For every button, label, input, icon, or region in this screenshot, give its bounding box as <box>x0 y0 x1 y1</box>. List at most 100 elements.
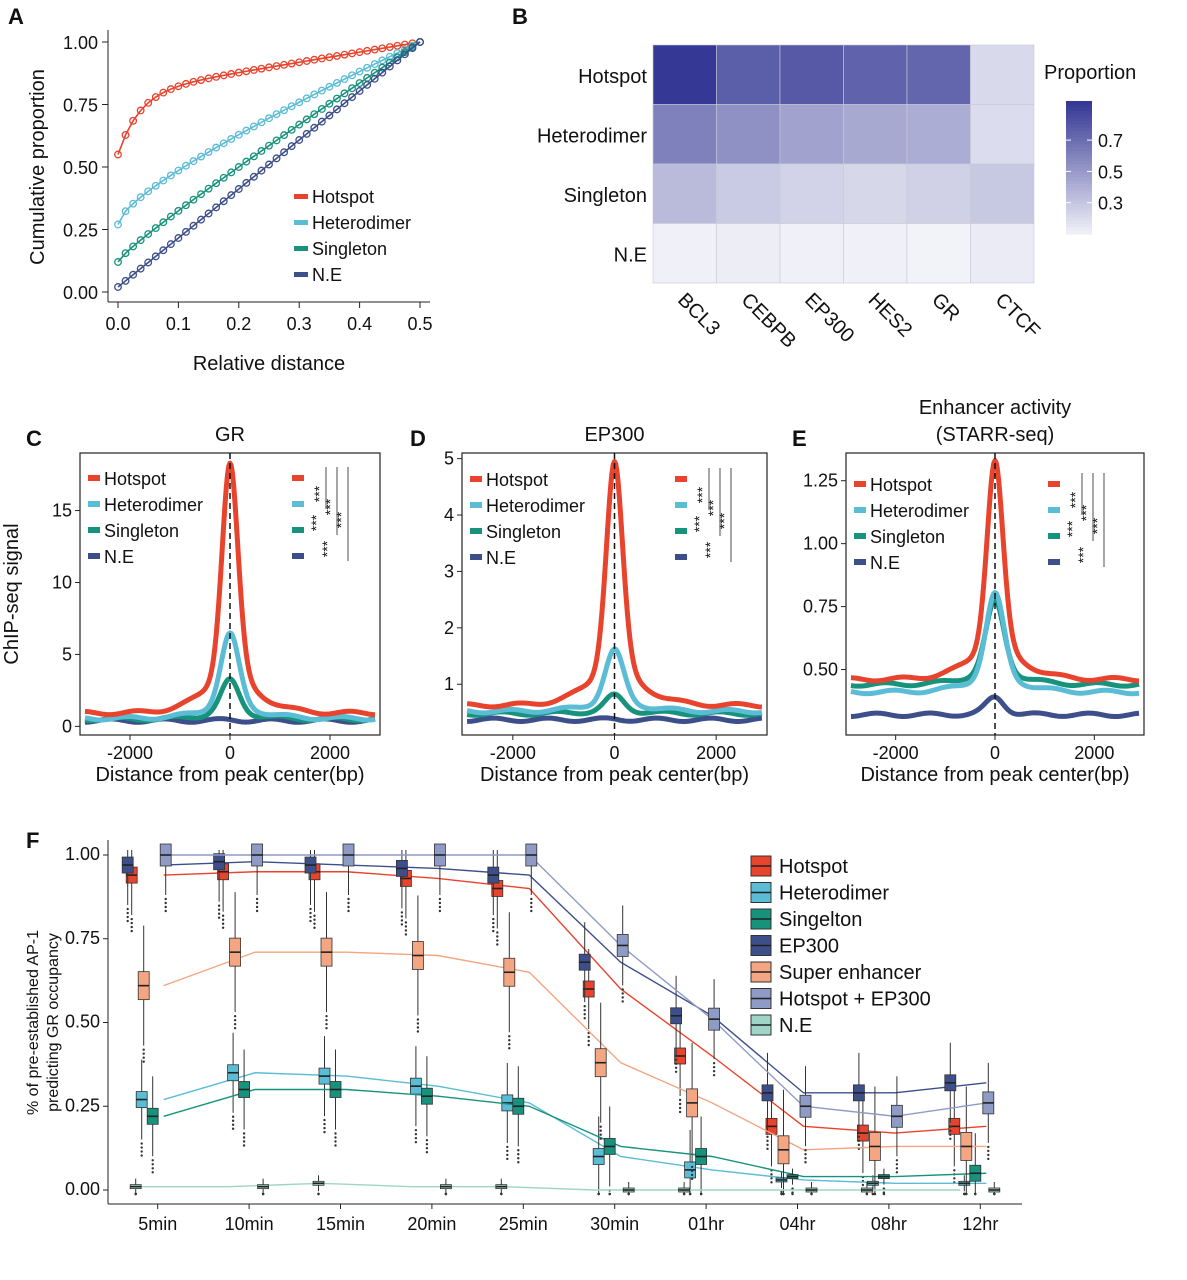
x-tick-label: 12hr <box>962 1214 998 1234</box>
row-label-n-e: N.E <box>614 244 647 266</box>
outlier-point <box>404 925 408 928</box>
outlier-point <box>791 1192 794 1196</box>
series-point-n-e <box>378 68 387 77</box>
outlier-point <box>309 907 312 911</box>
outlier-point <box>444 1192 448 1196</box>
y-tick-label: 0.25 <box>63 221 98 241</box>
outlier-point <box>963 1192 966 1196</box>
series-point-singleton <box>166 212 175 221</box>
heatmap-cell-heterodimer-gr <box>906 104 971 165</box>
x-tick-label: 0.2 <box>226 314 251 334</box>
heatmap-cell-heterodimer-ep300 <box>779 104 844 165</box>
y-tick-label: 0.00 <box>65 1179 100 1199</box>
sig-swatch-singleton <box>675 528 687 534</box>
series-point-hotspot <box>348 49 356 58</box>
outlier-point <box>492 929 495 933</box>
series-point-heterodimer <box>204 148 213 156</box>
significance-stars: *** <box>1064 520 1080 537</box>
legend-label-hotspot: Hotspot <box>486 470 548 490</box>
legend-label-n-e: N.E <box>870 553 900 573</box>
outlier-point <box>334 1136 337 1139</box>
series-point-singleton <box>348 84 356 93</box>
x-tick-label: 08hr <box>871 1214 907 1234</box>
legend-label-n-e: N.E <box>486 548 516 568</box>
series-point-singleton <box>174 206 183 215</box>
y-tick-label: 1 <box>444 674 454 694</box>
legend-gradient-step <box>1066 187 1092 192</box>
series-point-heterodimer <box>348 71 356 80</box>
legend-label-hotspot: Hotspot <box>312 187 374 207</box>
heatmap-cell-n-e-ep300 <box>779 223 844 284</box>
outlier-point <box>492 917 495 921</box>
outlier-point <box>712 1069 716 1073</box>
outlier-point <box>583 1009 586 1012</box>
series-point-hotspot <box>287 59 296 68</box>
y-tick-label: 0.50 <box>65 1012 100 1032</box>
outlier-point <box>140 1154 143 1157</box>
heatmap-cell-singleton-ep300 <box>779 163 844 224</box>
series-point-hotspot <box>272 62 281 71</box>
heatmap-cell-singleton-bcl3 <box>652 163 717 224</box>
series-point-heterodimer <box>227 135 236 143</box>
legend-swatch-n-e <box>854 559 866 565</box>
series-point-n-e <box>166 240 175 249</box>
series-point-n-e <box>242 178 251 187</box>
outlier-point <box>873 1192 877 1196</box>
row-label-singleton: Singleton <box>564 185 647 207</box>
outlier-point <box>255 905 259 909</box>
x-tick-label: 2000 <box>310 743 350 763</box>
legend-swatch-hotspot <box>88 475 100 481</box>
series-point-heterodimer <box>340 75 349 84</box>
outlier-point <box>965 1192 968 1196</box>
legend-gradient-step <box>1066 174 1092 179</box>
panel-letter-d: D <box>410 426 426 451</box>
series-point-n-e <box>370 74 379 83</box>
x-tick-label: 5min <box>138 1214 177 1234</box>
significance-stars: *** <box>691 515 707 532</box>
x-tick-label: 01hr <box>688 1214 724 1234</box>
legend-swatch-heterodimer <box>470 502 482 508</box>
series-point-singleton <box>280 131 289 140</box>
legend-gradient-step <box>1066 137 1092 142</box>
series-point-n-e <box>280 148 289 157</box>
series-point-heterodimer <box>265 114 273 123</box>
series-point-heterodimer <box>393 49 402 57</box>
outlier-point <box>699 1192 703 1196</box>
outlier-point <box>587 1035 590 1039</box>
series-point-hotspot <box>197 76 205 84</box>
x-tick-label: 15min <box>316 1214 365 1234</box>
series-point-hotspot <box>136 106 145 115</box>
outlier-point <box>599 1125 602 1128</box>
outlier-point <box>233 1014 237 1018</box>
series-point-n-e <box>189 221 198 230</box>
outlier-point <box>530 897 533 901</box>
outlier-point <box>231 1115 235 1118</box>
x-tick-label: -2000 <box>873 743 919 763</box>
heatmap-cell-n-e-bcl3 <box>652 223 717 284</box>
series-point-heterodimer <box>295 98 304 107</box>
outlier-point <box>130 917 133 921</box>
outlier-point <box>438 901 442 905</box>
series-point-n-e <box>174 234 183 242</box>
series-point-heterodimer <box>257 118 266 127</box>
series-point-hotspot <box>400 40 409 49</box>
outlier-point <box>895 1163 899 1166</box>
series-point-hotspot <box>265 63 273 72</box>
series-point-n-e <box>310 123 319 132</box>
chart-title: EP300 <box>584 424 644 446</box>
significance-stars: *** <box>705 499 721 516</box>
series-point-singleton <box>310 110 319 119</box>
legend-gradient-step <box>1066 107 1092 112</box>
y-tick-label: 0.75 <box>63 96 98 116</box>
series-point-heterodimer <box>302 94 311 103</box>
series-point-hotspot <box>174 82 183 91</box>
outlier-point <box>334 1132 337 1135</box>
y-tick-label: 1.00 <box>803 534 838 554</box>
series-point-n-e <box>272 154 281 163</box>
legend-label-ep300: EP300 <box>779 936 839 958</box>
outlier-point <box>587 1039 590 1043</box>
outlier-point <box>597 1192 600 1196</box>
outlier-point <box>496 939 499 942</box>
outlier-point <box>500 1192 503 1196</box>
series-point-hotspot <box>234 68 243 77</box>
